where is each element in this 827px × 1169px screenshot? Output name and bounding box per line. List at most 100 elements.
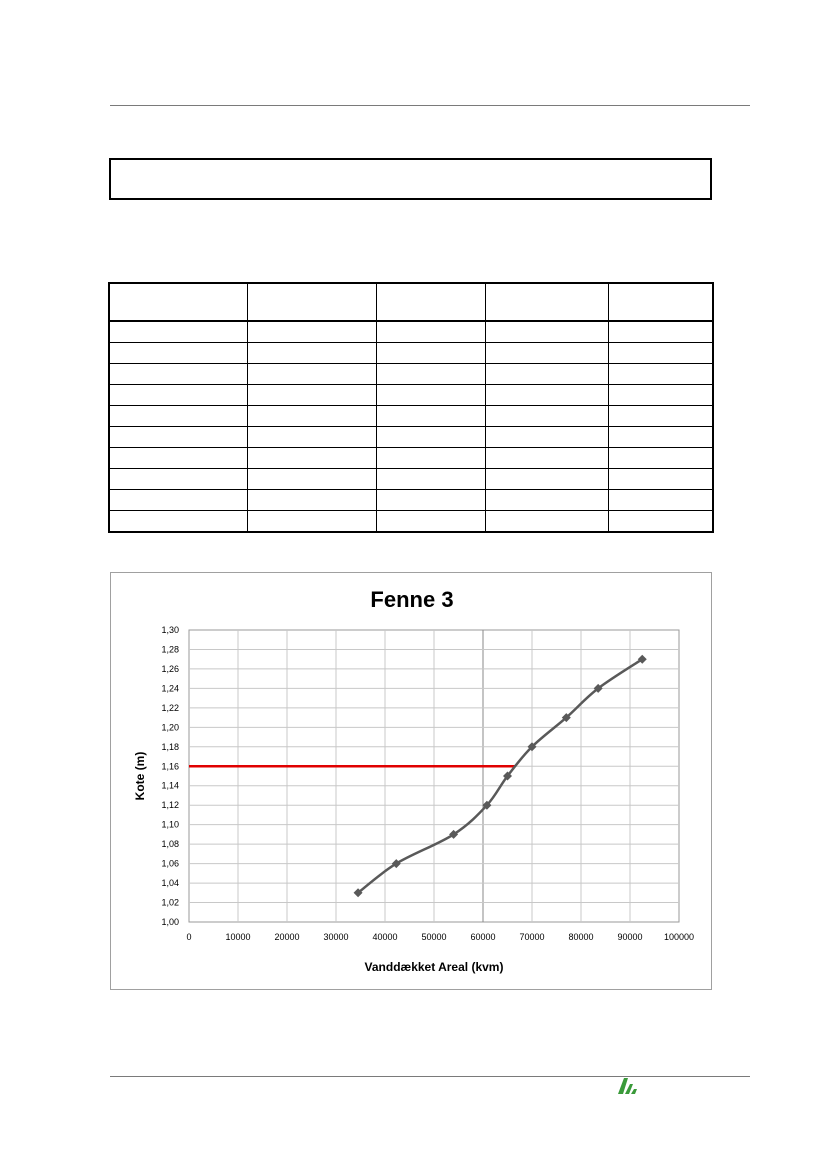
table-row — [108, 405, 714, 427]
table-cell — [485, 510, 609, 533]
table-cell — [108, 320, 249, 343]
table-cell — [607, 320, 714, 343]
table-cell — [607, 342, 714, 364]
table-cell — [108, 342, 249, 364]
data-point — [482, 800, 492, 810]
data-table — [108, 282, 714, 533]
x-tick-label: 30000 — [323, 932, 348, 942]
chart-frame: Fenne 3 Vanddækket Areal (kvm) Kote (m) … — [110, 572, 712, 990]
table-cell — [485, 320, 609, 343]
table-header-cell — [108, 282, 249, 322]
y-tick-label: 1,06 — [161, 859, 179, 869]
table-row — [108, 468, 714, 490]
data-point — [593, 683, 603, 693]
y-tick-label: 1,12 — [161, 800, 179, 810]
y-tick-label: 1,18 — [161, 742, 179, 752]
y-tick-label: 1,08 — [161, 839, 179, 849]
table-cell — [108, 363, 249, 385]
chart-svg: Fenne 3 Vanddækket Areal (kvm) Kote (m) … — [133, 587, 694, 974]
table-cell — [247, 384, 377, 406]
table-cell — [247, 342, 377, 364]
table-row — [108, 489, 714, 511]
x-tick-label: 20000 — [274, 932, 299, 942]
x-tick-label: 0 — [186, 932, 191, 942]
y-tick-label: 1,14 — [161, 781, 179, 791]
x-tick-label: 50000 — [421, 932, 446, 942]
table-cell — [485, 489, 609, 511]
table-cell — [247, 447, 377, 469]
y-tick-label: 1,02 — [161, 898, 179, 908]
x-tick-label: 80000 — [568, 932, 593, 942]
table-row — [108, 447, 714, 469]
header-rule — [110, 105, 750, 106]
y-tick-label: 1,22 — [161, 703, 179, 713]
x-tick-label: 60000 — [470, 932, 495, 942]
table-cell — [485, 363, 609, 385]
table-row — [108, 426, 714, 448]
table-row — [108, 342, 714, 364]
table-cell — [607, 405, 714, 427]
table-cell — [607, 426, 714, 448]
x-tick-label: 90000 — [617, 932, 642, 942]
table-cell — [375, 405, 487, 427]
x-tick-label: 100000 — [664, 932, 694, 942]
table-cell — [375, 489, 487, 511]
y-tick-label: 1,20 — [161, 722, 179, 732]
table-cell — [375, 510, 487, 533]
data-point — [391, 859, 401, 869]
y-tick-label: 1,30 — [161, 625, 179, 635]
table-header-row — [108, 282, 714, 322]
data-point — [527, 742, 537, 752]
table-cell — [607, 468, 714, 490]
table-row — [108, 363, 714, 385]
table-row — [108, 320, 714, 343]
table-header-cell — [485, 282, 609, 322]
table-cell — [607, 510, 714, 533]
x-tick-label: 10000 — [225, 932, 250, 942]
table-cell — [108, 510, 249, 533]
table-cell — [485, 384, 609, 406]
table-cell — [108, 468, 249, 490]
table-row — [108, 510, 714, 533]
chart-title: Fenne 3 — [370, 587, 453, 612]
table-cell — [247, 363, 377, 385]
table-cell — [108, 447, 249, 469]
table-cell — [247, 320, 377, 343]
table-cell — [485, 405, 609, 427]
title-box — [109, 158, 712, 200]
y-tick-label: 1,00 — [161, 917, 179, 927]
data-point — [637, 654, 647, 664]
data-point — [561, 713, 571, 723]
data-point — [353, 888, 363, 898]
table-header-cell — [247, 282, 377, 322]
table-cell — [375, 426, 487, 448]
table-cell — [375, 363, 487, 385]
table-header-cell — [607, 282, 714, 322]
table-cell — [607, 489, 714, 511]
y-tick-label: 1,10 — [161, 820, 179, 830]
table-header-cell — [375, 282, 487, 322]
table-cell — [247, 405, 377, 427]
table-row — [108, 384, 714, 406]
y-tick-label: 1,04 — [161, 878, 179, 888]
table-cell — [607, 363, 714, 385]
table-cell — [247, 510, 377, 533]
logo-icon — [618, 1078, 637, 1094]
table-cell — [375, 342, 487, 364]
y-tick-label: 1,16 — [161, 761, 179, 771]
data-point — [449, 829, 459, 839]
table-cell — [247, 468, 377, 490]
table-cell — [375, 384, 487, 406]
table-cell — [247, 426, 377, 448]
table-cell — [375, 468, 487, 490]
footer-rule — [110, 1076, 750, 1077]
y-axis-label: Kote (m) — [133, 752, 147, 801]
table-cell — [375, 320, 487, 343]
table-cell — [375, 447, 487, 469]
table-cell — [108, 384, 249, 406]
table-cell — [108, 489, 249, 511]
table-cell — [485, 426, 609, 448]
table-cell — [607, 447, 714, 469]
table-cell — [247, 489, 377, 511]
table-cell — [607, 384, 714, 406]
